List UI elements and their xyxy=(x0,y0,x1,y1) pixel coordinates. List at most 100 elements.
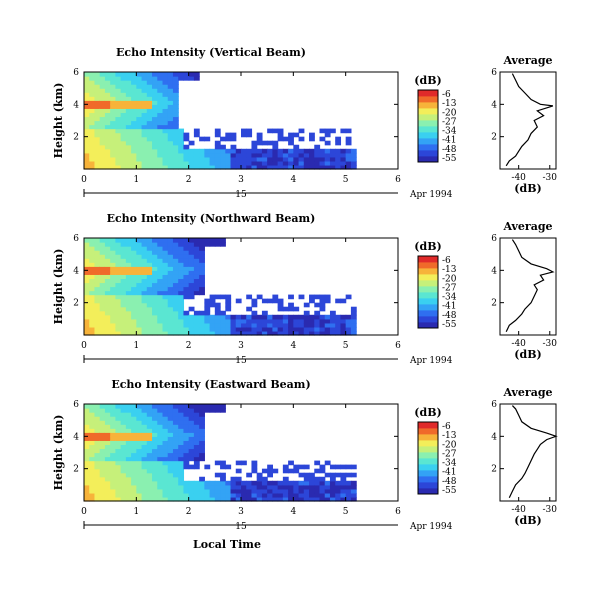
heatmap-cell xyxy=(104,136,111,142)
heatmap-cell xyxy=(120,452,127,458)
heatmap-cell xyxy=(104,242,111,247)
heatmap-cell xyxy=(204,238,211,243)
heatmap-cell xyxy=(146,132,153,138)
heatmap-cell xyxy=(340,480,347,486)
heatmap-cell xyxy=(84,136,90,142)
heatmap-cell xyxy=(136,274,143,280)
heatmap-cell xyxy=(104,440,111,446)
heatmap-cell xyxy=(178,72,185,77)
heatmap-cell xyxy=(183,238,190,243)
heatmap-cell xyxy=(162,270,169,275)
heatmap-cell xyxy=(193,428,200,433)
heatmap-cell xyxy=(89,472,96,478)
heatmap-cell xyxy=(204,164,211,170)
y-tick-label: 4 xyxy=(73,100,79,110)
heatmap-cell xyxy=(157,88,164,93)
heatmap-cell xyxy=(136,148,143,154)
heatmap-cell xyxy=(94,298,101,304)
heatmap-cell xyxy=(350,148,357,154)
heatmap-cell xyxy=(131,132,137,138)
heatmap-cell xyxy=(125,262,132,267)
heatmap-cell xyxy=(324,294,331,300)
heatmap-cell xyxy=(104,282,111,288)
heatmap-cell xyxy=(131,108,137,114)
heatmap-cell xyxy=(131,306,137,312)
heatmap-cell xyxy=(152,464,158,470)
heatmap-cell xyxy=(345,496,352,502)
heatmap-cell xyxy=(183,416,190,421)
heatmap-cell xyxy=(131,322,137,328)
heatmap-cell xyxy=(120,92,127,97)
heatmap-cell xyxy=(204,480,211,486)
heatmap-cell xyxy=(288,160,294,166)
heatmap-cell xyxy=(120,330,127,336)
heatmap-cell xyxy=(303,488,310,494)
heatmap-cell xyxy=(324,322,331,328)
heatmap-cell xyxy=(152,156,158,162)
heatmap-cell xyxy=(157,302,164,308)
heatmap-cell xyxy=(298,152,305,158)
heatmap-cell xyxy=(141,488,148,494)
heatmap-cell xyxy=(152,266,158,271)
heatmap-cell xyxy=(157,464,164,470)
heatmap-cell xyxy=(282,148,289,154)
heatmap-cell xyxy=(157,448,164,454)
heatmap-cell xyxy=(84,330,90,336)
heatmap-cell xyxy=(94,326,101,332)
heatmap-cell xyxy=(115,278,122,284)
heatmap-cell xyxy=(136,314,143,320)
heatmap-cell xyxy=(84,416,90,421)
heatmap-cell xyxy=(141,492,148,498)
heatmap-cell xyxy=(157,72,164,77)
heatmap-cell xyxy=(125,120,132,126)
heatmap-cell xyxy=(329,160,336,166)
heatmap-cell xyxy=(89,262,96,267)
heatmap-cell xyxy=(335,156,342,162)
heatmap-cell xyxy=(246,484,253,490)
heatmap-cell xyxy=(120,440,127,446)
heatmap-cell xyxy=(256,472,263,478)
heatmap-cell xyxy=(157,246,164,251)
heatmap-cell xyxy=(84,404,90,409)
heatmap-cell xyxy=(146,420,153,425)
heatmap-cell xyxy=(120,420,127,425)
heatmap-cell xyxy=(94,100,101,105)
heatmap-cell xyxy=(146,314,153,320)
heatmap-cell xyxy=(136,136,143,142)
heatmap-cell xyxy=(152,254,158,259)
heatmap-cell xyxy=(204,160,211,166)
heatmap-cell xyxy=(125,286,132,292)
heatmap-cell xyxy=(204,152,211,158)
heatmap-cell xyxy=(115,416,122,421)
heatmap-cell xyxy=(141,104,148,109)
heatmap-cell xyxy=(162,160,169,166)
heatmap-cell xyxy=(162,124,169,130)
heatmap-cell xyxy=(324,160,331,166)
heatmap-cell xyxy=(104,76,111,81)
profile-y-tick-label: 6 xyxy=(491,234,497,244)
heatmap-cell xyxy=(141,88,148,93)
heatmap-cell xyxy=(146,460,153,466)
heatmap-cell xyxy=(104,484,111,490)
heatmap-cell xyxy=(235,160,242,166)
heatmap-cell xyxy=(152,326,158,332)
heatmap-cell xyxy=(146,242,153,247)
heatmap-cell xyxy=(115,246,122,251)
heatmap-cell xyxy=(146,286,153,292)
heatmap-cell xyxy=(214,160,221,166)
heatmap-cell xyxy=(146,100,153,105)
heatmap-cell xyxy=(214,488,221,494)
colorbar-tick-label: -27 xyxy=(442,449,457,459)
heatmap-cell xyxy=(178,448,185,454)
heatmap-cell xyxy=(89,290,96,296)
heatmap-cell xyxy=(104,164,111,170)
heatmap-cell xyxy=(146,428,153,433)
heatmap-cell xyxy=(84,314,90,320)
heatmap-cell xyxy=(157,492,164,498)
heatmap-cell xyxy=(183,278,190,284)
colorbar-tick-label: -13 xyxy=(442,99,457,109)
heatmap-cell xyxy=(204,464,211,470)
heatmap xyxy=(84,72,357,170)
heatmap-cell xyxy=(199,262,205,267)
colorbar-swatch xyxy=(418,114,438,121)
